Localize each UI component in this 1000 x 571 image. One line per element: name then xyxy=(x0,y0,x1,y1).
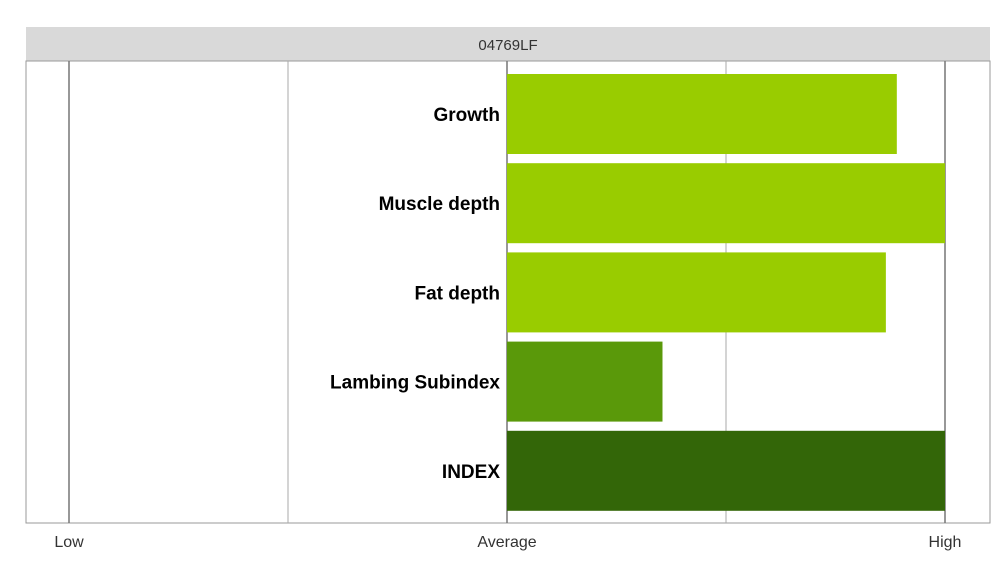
category-label: Muscle depth xyxy=(379,194,500,215)
x-tick-label: Low xyxy=(54,534,84,551)
chart-title: 04769LF xyxy=(478,37,537,54)
bar-muscle-depth xyxy=(507,163,945,244)
x-tick-label: High xyxy=(929,534,962,551)
bar-index xyxy=(507,430,945,511)
category-label: Fat depth xyxy=(415,283,501,304)
bar-growth xyxy=(507,74,897,154)
title-band xyxy=(26,27,990,61)
category-label: Lambing Subindex xyxy=(330,373,500,394)
bar-fat-depth xyxy=(507,252,886,333)
plot-frame xyxy=(25,60,991,524)
x-tick-label: Average xyxy=(477,534,536,551)
bars xyxy=(507,74,945,511)
category-label: Growth xyxy=(434,105,501,126)
category-labels: Growth Muscle depth Fat depth Lambing Subin… xyxy=(330,105,500,483)
x-axis-tick-labels: Low Average High xyxy=(54,534,961,551)
bar-lambing-subindex xyxy=(507,341,663,422)
category-label: INDEX xyxy=(442,462,500,483)
